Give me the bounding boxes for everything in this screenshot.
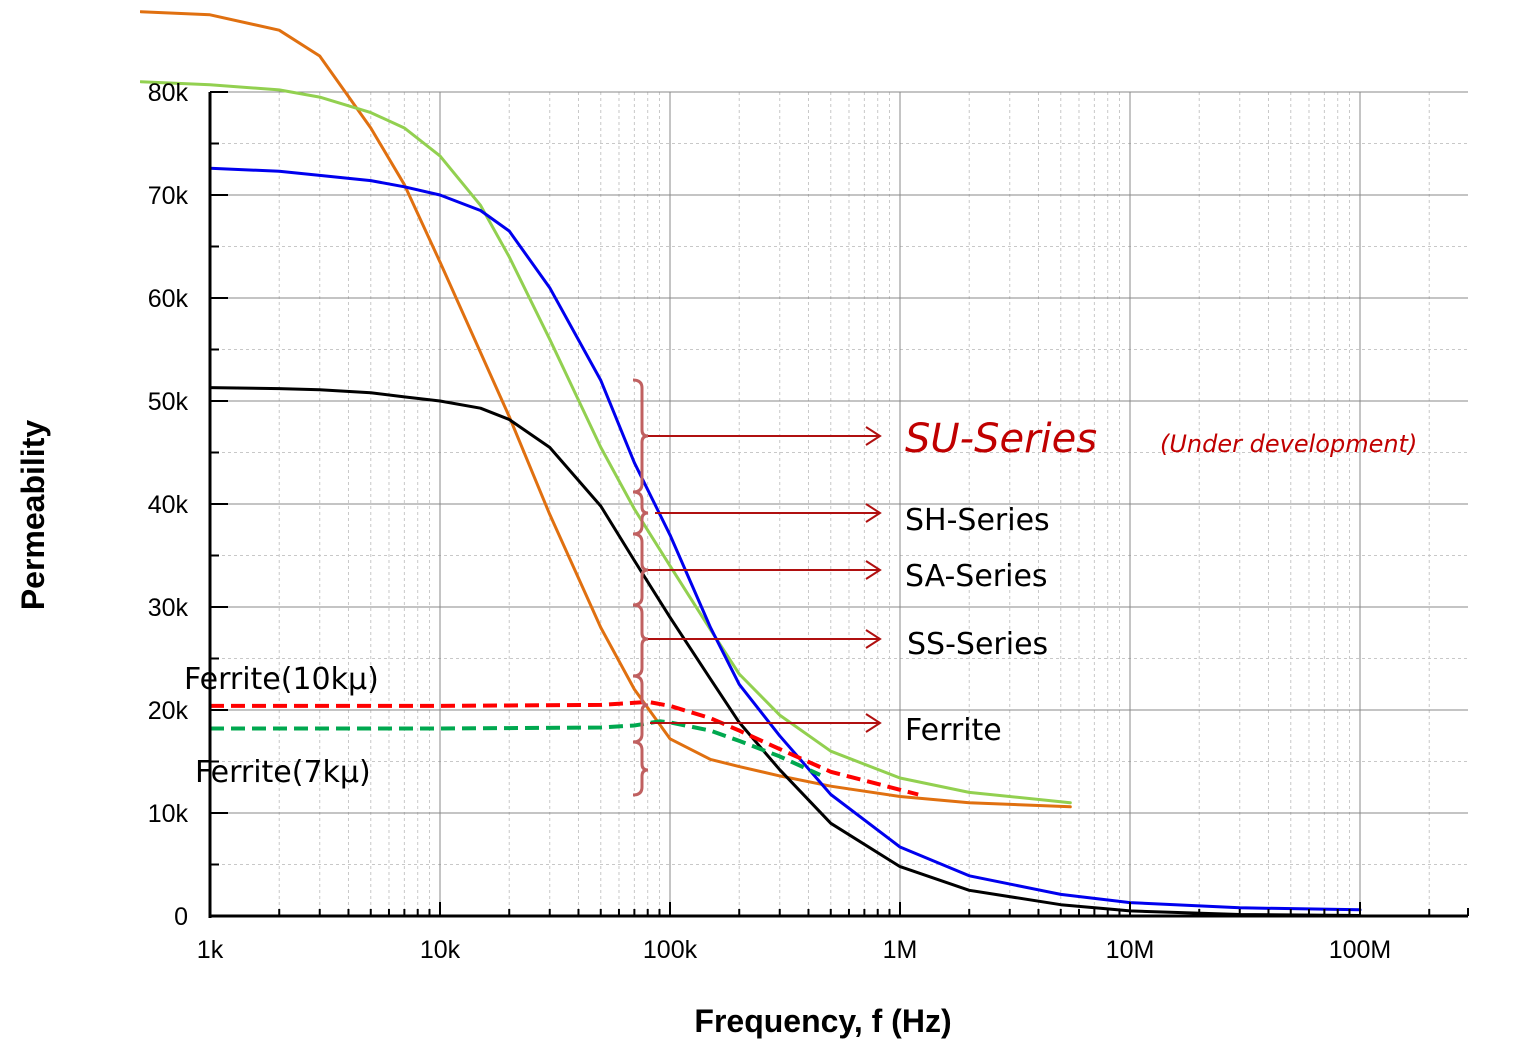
major-grid xyxy=(209,91,1468,916)
y-tick-label: 20k xyxy=(148,697,189,725)
annotation-brace-2 xyxy=(632,490,649,536)
annotation-brace-5 xyxy=(632,674,649,744)
y-axis-title: Permeability xyxy=(15,420,51,611)
series-line-6 xyxy=(210,719,822,777)
annotation-brace-4 xyxy=(632,603,649,678)
series-line-3 xyxy=(208,166,1362,912)
annotation-arrowhead-2 xyxy=(865,503,882,523)
x-tick-label: 100M xyxy=(1329,936,1392,964)
annotation-arrowhead-3 xyxy=(865,560,882,580)
sh-series-label: SH-Series xyxy=(905,503,1050,538)
annotation-brace-1 xyxy=(632,378,649,494)
tick-labels: 1k 10k 100k 1M 10M 100M 0 10k 20k 30k 40k 50k 60k 70k… xyxy=(148,79,1392,964)
series-line-2 xyxy=(140,80,1072,805)
x-tick-label: 10M xyxy=(1106,936,1155,964)
series-line-4 xyxy=(208,386,1362,917)
y-tick-label: 10k xyxy=(148,800,189,828)
y-tick-label: 70k xyxy=(148,182,189,210)
annotation-brace-6 xyxy=(632,740,649,797)
minor-grid xyxy=(210,92,1468,916)
y-tick-label: 30k xyxy=(148,594,189,622)
su-series-label: SU-Series xyxy=(905,416,1097,462)
series-line-1 xyxy=(140,10,1072,809)
su-series-note: (Under development) xyxy=(1160,430,1417,458)
x-tick-label: 10k xyxy=(420,936,461,964)
annotation-arrowhead-1 xyxy=(865,426,882,446)
ferrite-10k-label: Ferrite(10kμ) xyxy=(184,662,379,697)
ss-series-label: SS-Series xyxy=(907,627,1048,662)
series-layer xyxy=(140,10,1362,917)
ferrite-7k-label: Ferrite(7kμ) xyxy=(195,755,371,790)
y-tick-label: 0 xyxy=(174,903,188,931)
ferrite-label: Ferrite xyxy=(905,713,1002,748)
x-tick-label: 100k xyxy=(643,936,698,964)
series-line-5 xyxy=(210,699,919,797)
x-axis-title: Frequency, f (Hz) xyxy=(694,1003,951,1039)
x-tick-label: 1k xyxy=(197,936,224,964)
y-tick-label: 80k xyxy=(148,79,189,107)
annotation-brace-3 xyxy=(632,532,649,607)
annotation-arrowhead-4 xyxy=(865,629,882,649)
y-tick-label: 50k xyxy=(148,388,189,416)
annotations xyxy=(632,378,882,797)
annotation-arrowhead-5 xyxy=(865,713,882,733)
y-tick-label: 40k xyxy=(148,491,189,519)
axes xyxy=(208,91,1469,918)
y-tick-label: 60k xyxy=(148,285,189,313)
sa-series-label: SA-Series xyxy=(905,559,1048,594)
x-tick-label: 1M xyxy=(883,936,918,964)
